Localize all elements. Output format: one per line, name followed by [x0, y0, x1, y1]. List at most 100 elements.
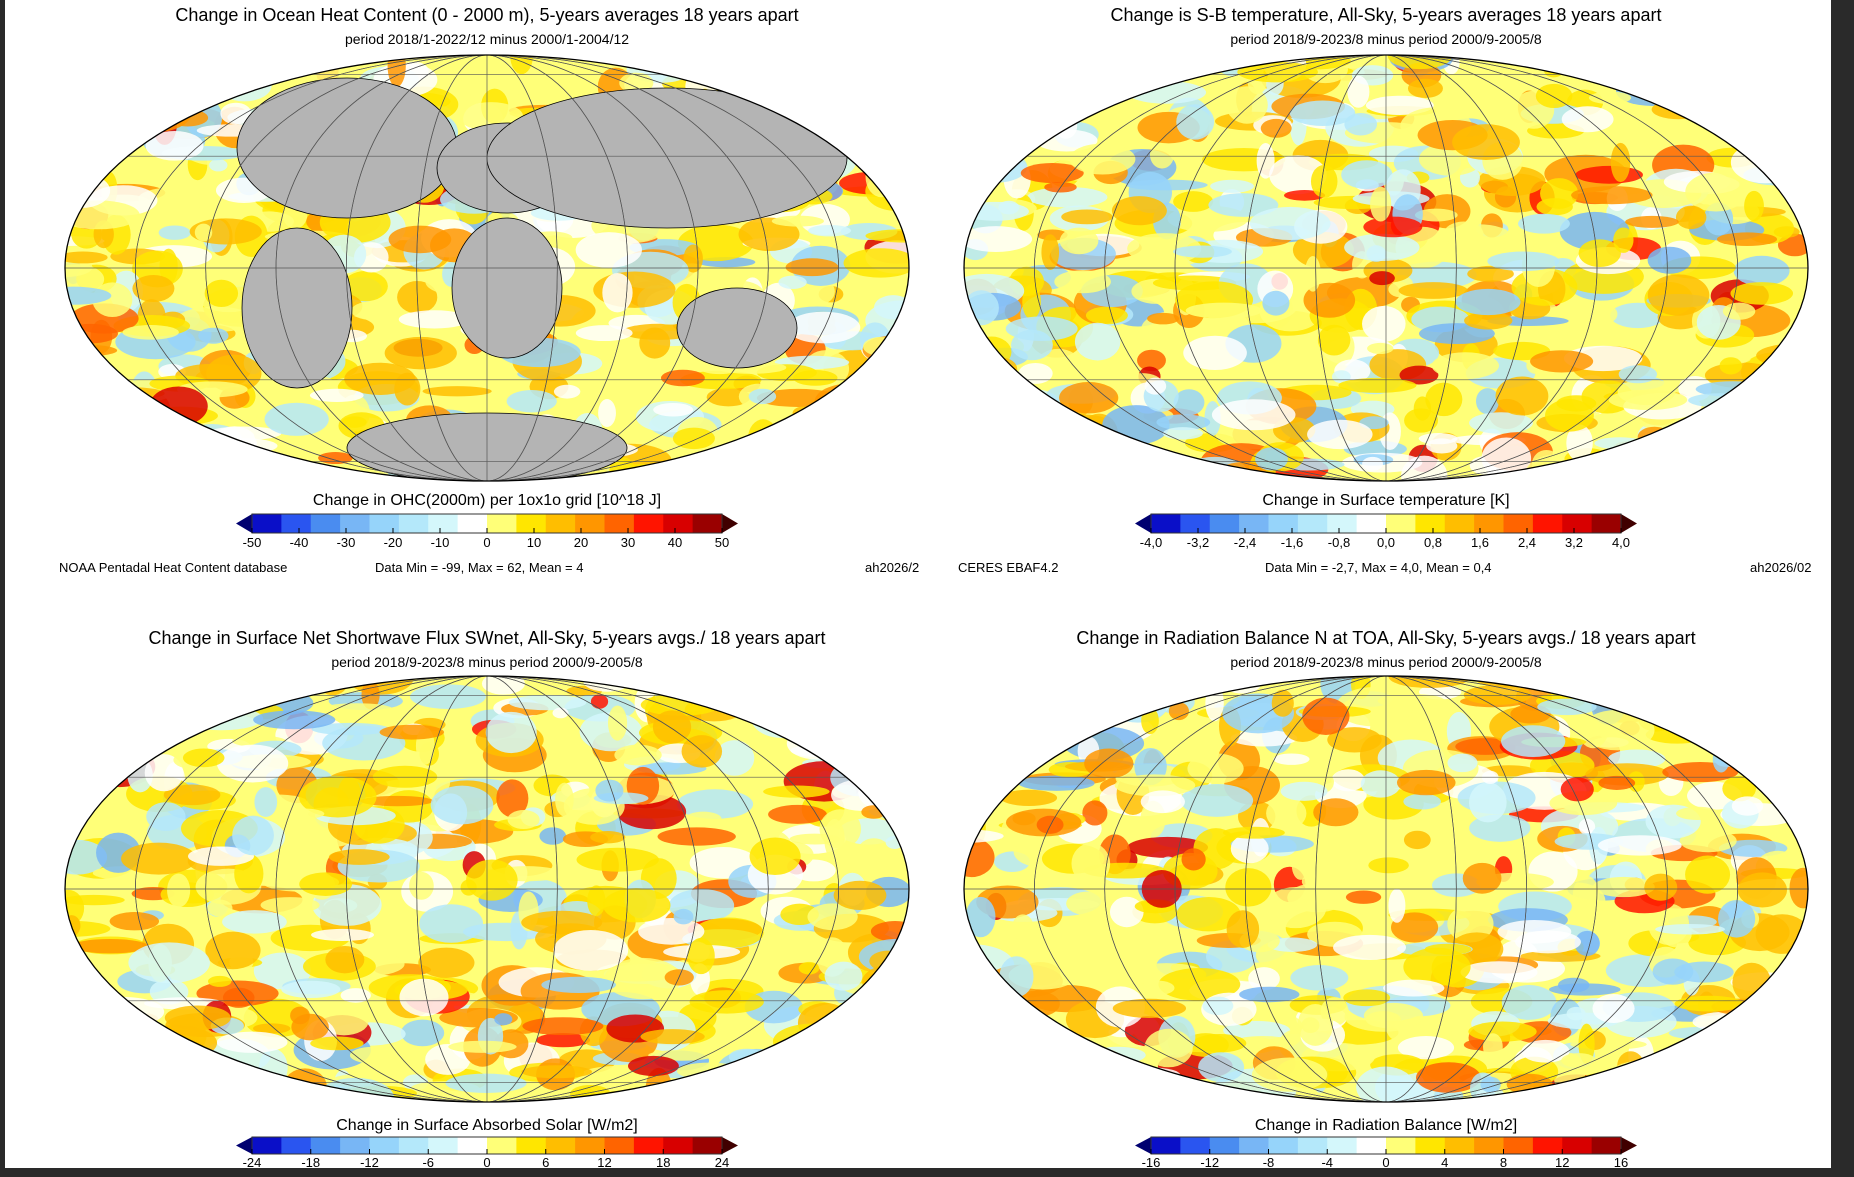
map-cell	[800, 57, 823, 93]
colorbar-tick-label: -30	[337, 535, 356, 550]
map-cell	[964, 829, 1004, 843]
map-cell	[1736, 703, 1784, 717]
map-cell	[1680, 697, 1731, 730]
map-cell	[1126, 676, 1153, 693]
map-cell	[871, 1005, 900, 1039]
map-cell	[142, 88, 190, 103]
map-cell	[596, 961, 680, 982]
map-cell	[1692, 89, 1762, 113]
map-cell	[233, 1092, 270, 1102]
map-cell	[1363, 1002, 1424, 1029]
map-cell	[195, 456, 218, 470]
land-mask	[486, 87, 848, 229]
map-cell	[786, 311, 861, 344]
map-cell	[80, 996, 165, 1027]
colorbar-bin	[1386, 1137, 1416, 1154]
map-cell	[1616, 453, 1666, 473]
colorbar-label: Change in OHC(2000m) per 1ox1o grid [10^…	[312, 492, 662, 509]
map-cell	[521, 910, 603, 935]
map-cell	[1403, 830, 1431, 850]
map-cell	[145, 130, 204, 161]
colorbar-bin	[575, 1137, 605, 1154]
map-cell	[239, 1073, 289, 1093]
map-cell	[843, 248, 909, 278]
map-cell	[1041, 705, 1100, 734]
map-cell	[1129, 1070, 1170, 1096]
map-cell	[1775, 1067, 1807, 1083]
map-cell	[109, 912, 160, 931]
map-cell	[814, 383, 889, 420]
map-cell	[122, 325, 179, 340]
map-cell	[1733, 255, 1790, 286]
map-cell	[724, 677, 752, 694]
map-cell	[602, 888, 671, 923]
map-cell	[1570, 301, 1618, 327]
map-cell	[410, 684, 486, 709]
map-cell	[1112, 998, 1187, 1018]
map-cell	[65, 173, 111, 209]
map-cell	[1766, 82, 1802, 100]
map-cell	[1141, 707, 1159, 735]
map-cell	[182, 748, 225, 768]
map-cell	[418, 947, 475, 978]
map-cell	[1413, 396, 1432, 421]
map-0	[64, 54, 910, 482]
map-cell	[1691, 78, 1736, 121]
colorbar-bin	[1415, 1137, 1446, 1154]
map-cell	[1425, 382, 1463, 417]
map-cell	[601, 1089, 672, 1101]
map-cell	[174, 1066, 225, 1093]
map-cell	[1248, 967, 1280, 991]
map-cell	[1168, 702, 1189, 721]
map-outline	[963, 54, 1809, 482]
map-cell	[862, 962, 909, 1001]
map-cell	[1343, 989, 1391, 1007]
map-cell	[1291, 851, 1310, 880]
colorbar: -24 -18 -12 -6 0 6 12 18 24	[236, 1136, 738, 1168]
map-cell	[1383, 979, 1445, 997]
map-cell	[1307, 419, 1373, 450]
map-cell	[1368, 857, 1409, 874]
map-cell	[1273, 753, 1310, 765]
map-cell	[770, 676, 811, 694]
map-cell	[1588, 91, 1632, 105]
map-cell	[1344, 233, 1420, 262]
map-cell	[881, 92, 909, 111]
colorbar-tick-label: 16	[1614, 1155, 1628, 1168]
colorbar-bin	[340, 514, 370, 533]
map-cell	[1401, 455, 1448, 481]
map-cell	[607, 705, 628, 741]
map-cell	[805, 434, 830, 463]
map-cell	[1363, 216, 1423, 238]
map-cell	[819, 678, 899, 691]
map-cell	[282, 808, 325, 819]
map-cell	[1302, 697, 1350, 735]
map-cell	[254, 787, 278, 817]
map-cell	[1003, 447, 1048, 481]
map-cell	[134, 85, 206, 118]
map-cell	[321, 703, 393, 715]
map-cell	[78, 711, 134, 734]
map-cell	[1575, 165, 1643, 184]
map-cell	[985, 357, 1018, 381]
colorbar-bin	[604, 514, 635, 533]
colorbar-tick-label: 50	[715, 535, 729, 550]
map-cell	[1144, 377, 1167, 395]
map-cell	[65, 264, 105, 295]
map-cell	[964, 739, 1013, 759]
colorbar-bin	[545, 1137, 576, 1154]
chart-subtitle: period 2018/9-2023/8 minus period 2000/9…	[331, 654, 643, 670]
map-cell	[1762, 396, 1808, 436]
map-cell	[1230, 833, 1269, 864]
colorbar-bin	[1239, 1137, 1269, 1154]
map-cell	[1730, 141, 1800, 184]
map-cell	[1176, 896, 1241, 932]
map-cell	[311, 928, 375, 941]
map-cell	[1077, 706, 1113, 732]
map-cell	[1230, 730, 1298, 747]
map-cell	[964, 676, 1006, 712]
map-cell	[1149, 140, 1175, 169]
map-cell	[1561, 1053, 1596, 1068]
map-cell	[640, 1029, 705, 1045]
map-cell	[1431, 352, 1499, 380]
